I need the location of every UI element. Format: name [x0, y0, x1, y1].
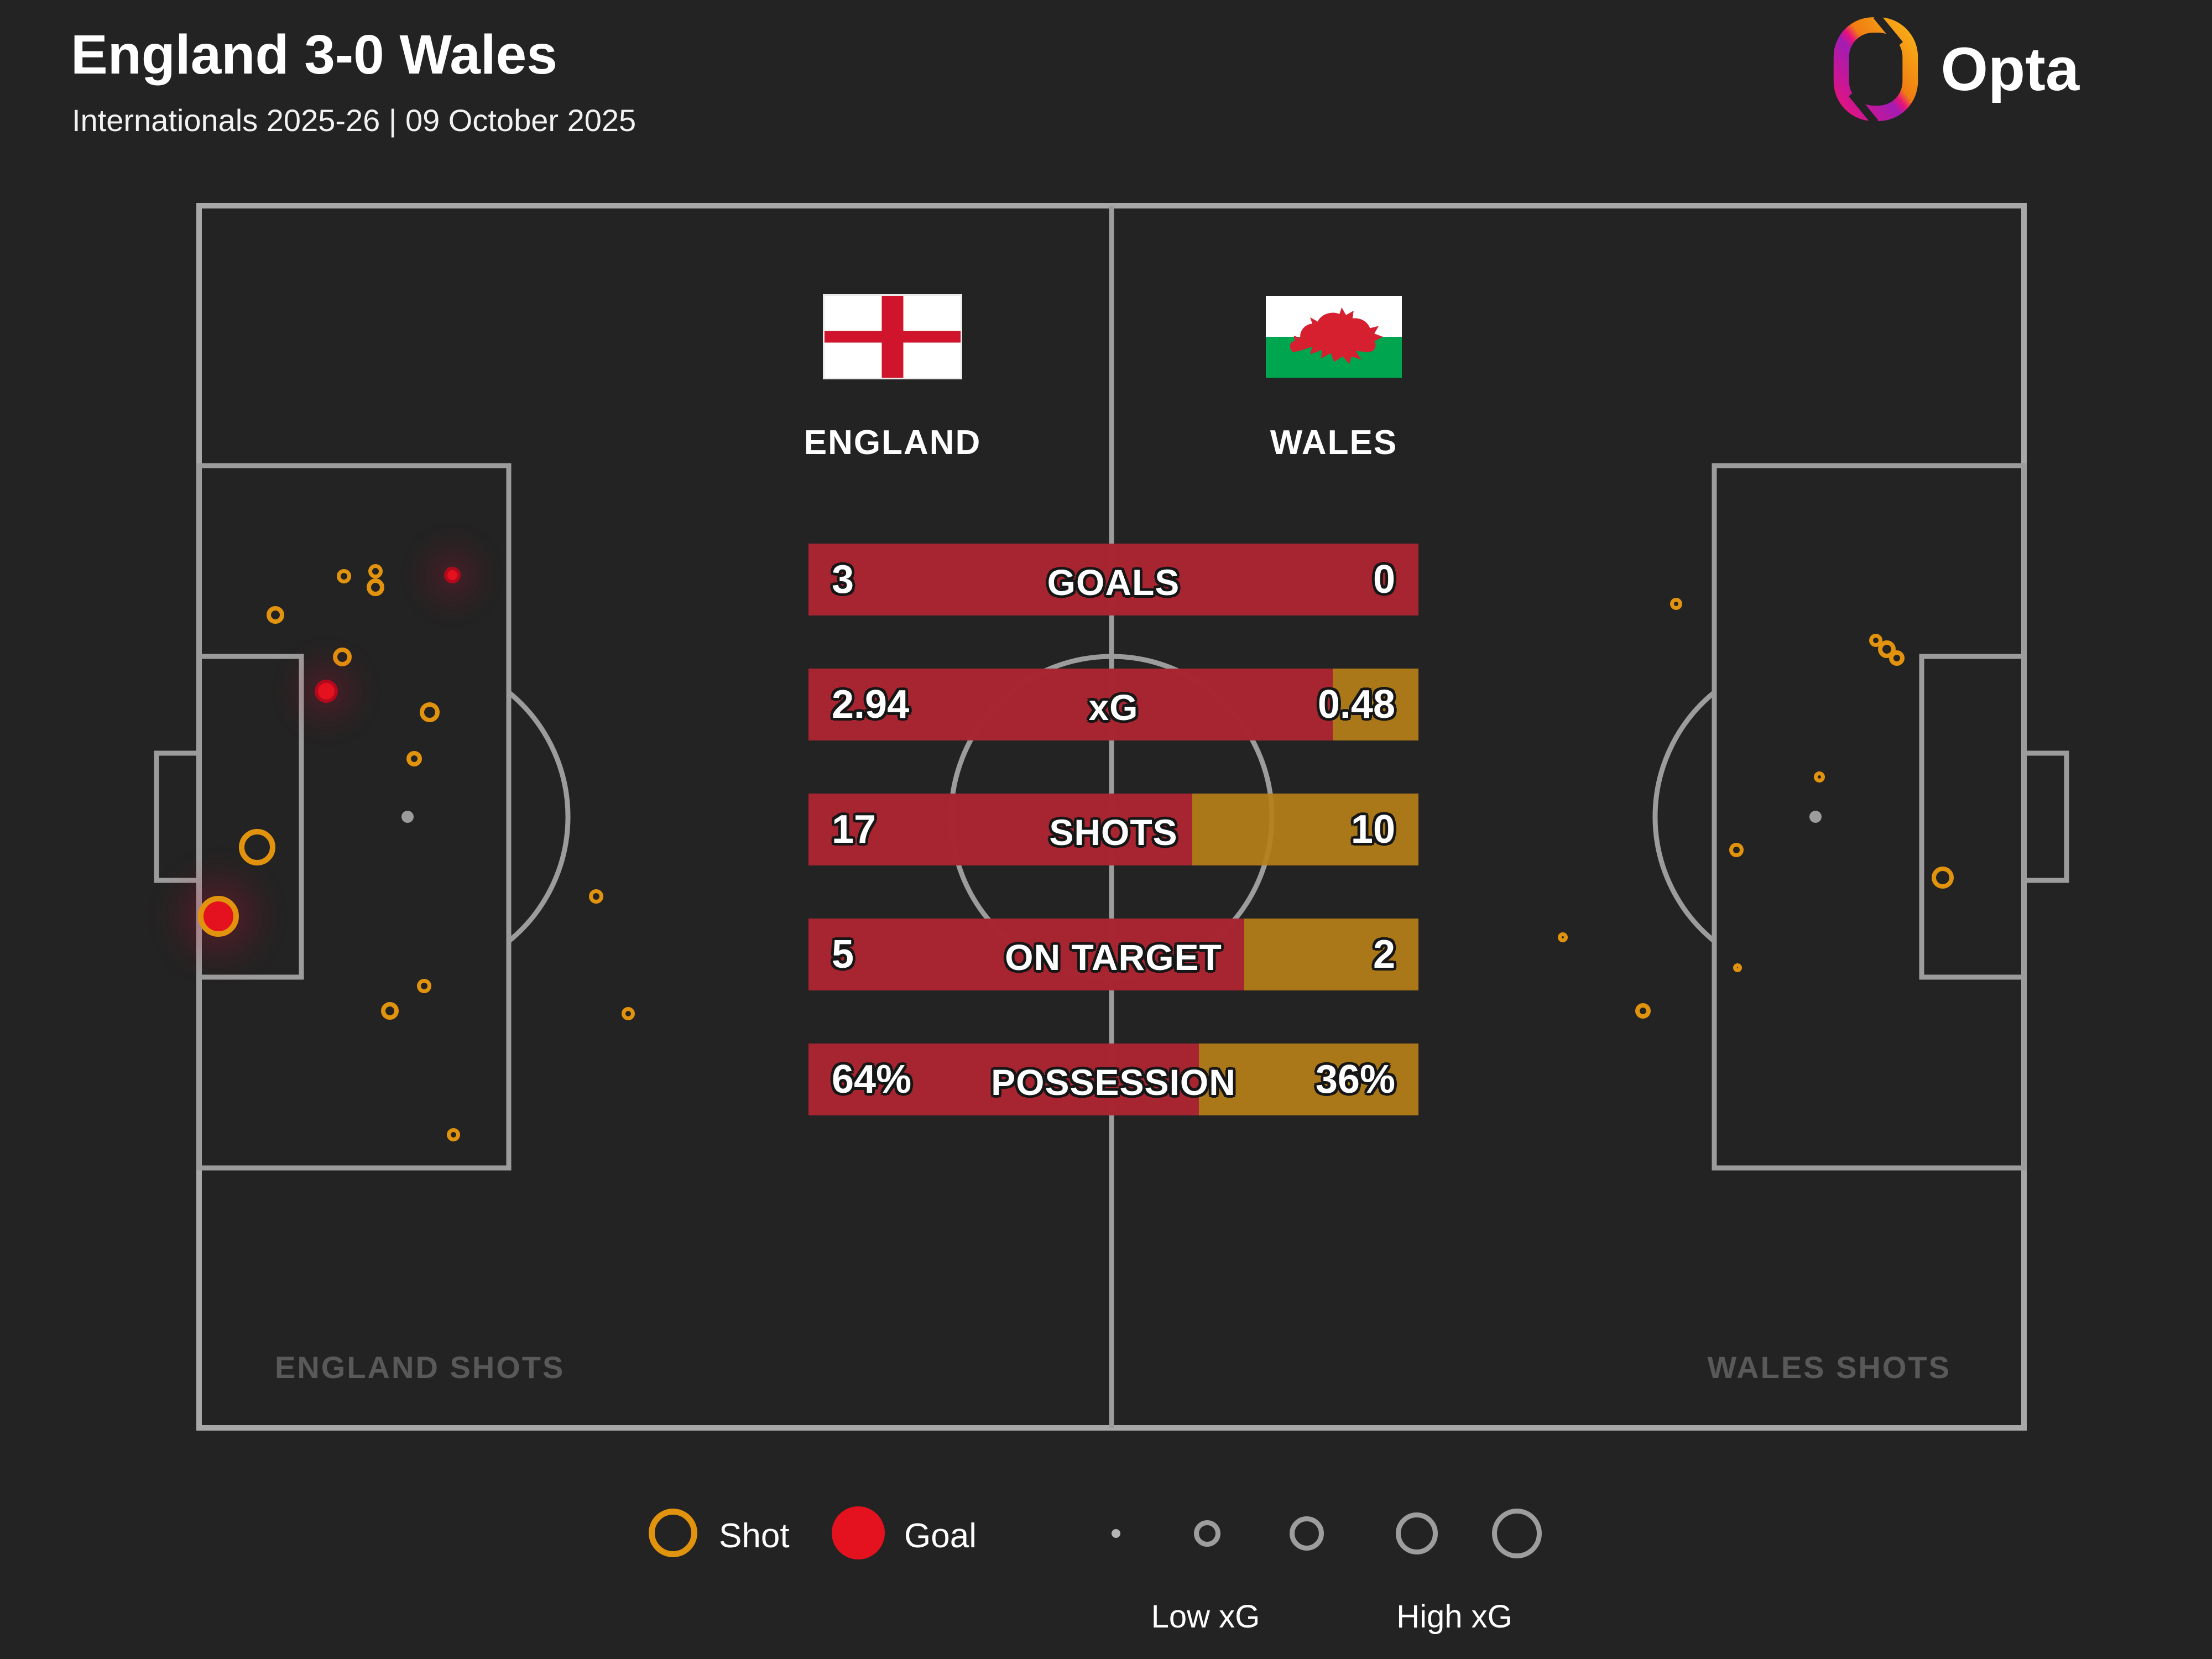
opta-wordmark: Opta [1940, 35, 2079, 103]
home-stat-value: 2.94 [832, 682, 910, 727]
stat-label: POSSESSION [991, 1062, 1236, 1103]
stat-label: GOALS [1047, 562, 1180, 603]
stat-row-possession: POSSESSION 64% 36% [808, 1044, 1418, 1115]
welsh-dragon-icon [1290, 307, 1383, 364]
stat-row-xg: xG 2.94 0.48 [808, 669, 1418, 740]
penalty-arc-left [507, 690, 571, 943]
stat-row-goals: GOALS 3 0 [808, 544, 1418, 615]
match-subtitle: Internationals 2025-26 | 09 October 2025 [72, 103, 637, 138]
penalty-arc-right [1652, 690, 1716, 943]
england-flag [825, 296, 961, 378]
home-bar-fill [808, 794, 1193, 865]
home-stat-value: 17 [832, 807, 877, 852]
opta-logo: Opta [1832, 17, 2079, 122]
away-stat-value: 36% [1315, 1057, 1395, 1102]
six-yard-box-right [1919, 654, 2027, 980]
penalty-area-right [1712, 463, 2027, 1171]
away-stat-value: 2 [1373, 932, 1395, 977]
six-yard-box-left [196, 654, 304, 980]
home-team-name: ENGLAND [804, 424, 982, 462]
home-bar-fill [808, 544, 1418, 615]
home-stat-value: 3 [832, 557, 854, 602]
away-stat-value: 0.48 [1317, 682, 1395, 727]
home-bar-fill [808, 1044, 1199, 1115]
page-title: England 3-0 Wales [71, 24, 557, 86]
wales-shots-caption: WALES SHOTS [1707, 1350, 1951, 1385]
england-shots-caption: ENGLAND SHOTS [275, 1350, 565, 1385]
home-stat-value: 64% [832, 1057, 912, 1102]
stat-row-shots: SHOTS 17 10 [808, 794, 1418, 865]
away-team-name: WALES [1270, 424, 1398, 462]
away-stat-value: 0 [1373, 557, 1395, 602]
goal-right [2021, 750, 2069, 883]
stat-label: ON TARGET [1005, 937, 1222, 978]
stat-label: xG [1088, 687, 1139, 728]
penalty-spot-right [1809, 811, 1822, 823]
stat-row-on-target: ON TARGET 5 2 [808, 919, 1418, 990]
penalty-spot-left [401, 811, 414, 823]
penalty-area-left [196, 463, 512, 1171]
goal-left [154, 750, 202, 883]
away-stat-value: 10 [1350, 807, 1395, 852]
home-bar-fill [808, 919, 1244, 990]
home-bar-fill [808, 669, 1333, 740]
wales-flag [1266, 296, 1402, 378]
stat-label: SHOTS [1049, 812, 1178, 853]
home-stat-value: 5 [832, 932, 854, 977]
opta-logo-icon [1834, 17, 1918, 122]
